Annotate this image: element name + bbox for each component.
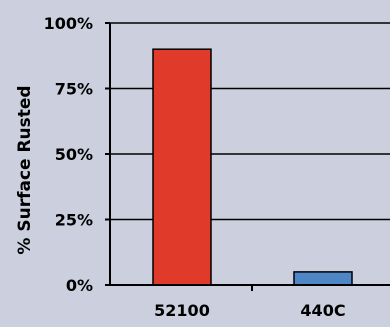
- bar-440C: [293, 271, 353, 286]
- bar-52100: [152, 48, 212, 286]
- x-tick-labels: 52100 440C: [154, 285, 346, 320]
- y-tick-labels: 0% 25% 50% 75% 100%: [44, 14, 110, 295]
- y-axis-label: % Surface Rusted: [15, 85, 35, 254]
- y-tick-label: 75%: [55, 80, 93, 99]
- y-tick-label: 100%: [44, 14, 93, 33]
- x-tick-label: 52100: [154, 301, 210, 320]
- y-tick-label: 0%: [66, 276, 93, 295]
- x-tick-label: 440C: [300, 301, 345, 320]
- y-tick-label: 25%: [55, 211, 93, 230]
- y-tick-label: 50%: [55, 145, 93, 164]
